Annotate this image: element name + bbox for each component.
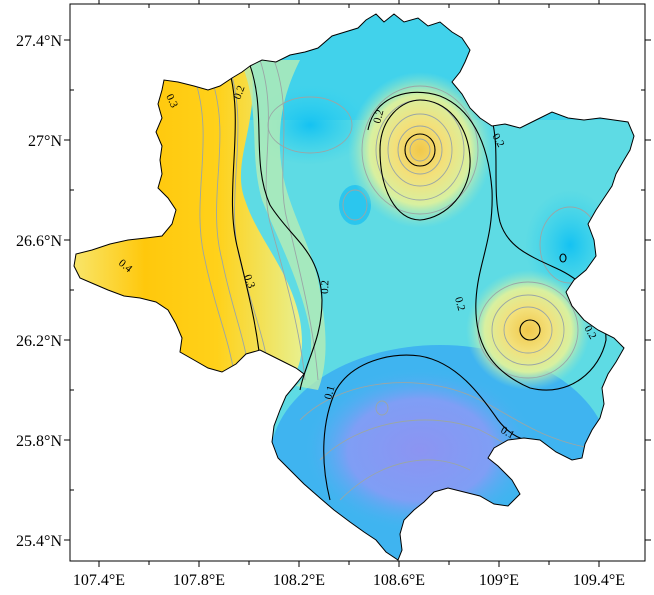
contour-label: 0.2 <box>319 280 331 294</box>
contour-east-peak-core <box>519 319 541 341</box>
contour-label: 0.3 <box>163 92 180 110</box>
south-low-core <box>300 365 540 535</box>
x-tick-label: 109.4°E <box>573 572 625 589</box>
x-tick-label: 107.4°E <box>73 572 125 589</box>
axis-ticks <box>64 0 651 567</box>
contour-labels: 0.1 0.1 0.2 0.2 0.2 0.2 0.2 0.2 0.3 0.3 … <box>116 84 599 441</box>
contour-east-low-core <box>559 253 567 263</box>
contour-label: 0.1 <box>322 384 337 400</box>
y-tick-label: 25.4°N <box>16 533 62 550</box>
x-tick-label: 108.2°E <box>273 572 325 589</box>
contour-label: 0.2 <box>489 132 506 150</box>
x-tick-label: 109°E <box>479 572 519 589</box>
x-tick-labels: 107.4°E 107.8°E 108.2°E 108.6°E 109°E 10… <box>73 572 625 589</box>
contour-0.3 <box>225 59 263 381</box>
y-tick-label: 26.6°N <box>16 233 62 250</box>
y-tick-labels: 27.4°N 27°N 26.6°N 26.2°N 25.8°N 25.4°N <box>16 33 62 550</box>
contour-0.2-central <box>367 91 607 391</box>
contour-label: 0.2 <box>581 324 598 342</box>
contour-0.1 <box>323 354 541 501</box>
contour-label: 0.2 <box>452 296 467 312</box>
contour-north-peak-core <box>404 133 436 167</box>
east-peak <box>466 270 590 390</box>
north-peak <box>348 72 492 228</box>
x-tick-label: 107.8°E <box>173 572 225 589</box>
y-tick-label: 26.2°N <box>16 333 62 350</box>
contour-0.2-inner <box>379 99 471 221</box>
y-tick-label: 27°N <box>28 133 62 150</box>
minor-contours <box>194 59 601 501</box>
contour-label: 0.2 <box>232 84 248 101</box>
contour-0.2-west <box>247 59 323 391</box>
contour-label: 0.2 <box>371 108 386 124</box>
major-contours <box>225 59 607 501</box>
x-tick-label: 108.6°E <box>373 572 425 589</box>
y-tick-label: 27.4°N <box>16 33 62 50</box>
plot-frame <box>69 3 646 562</box>
y-tick-label: 25.8°N <box>16 433 62 450</box>
contour-label: 0.3 <box>241 273 257 290</box>
west-transition <box>240 60 326 390</box>
contour-label: 0.1 <box>499 424 517 441</box>
